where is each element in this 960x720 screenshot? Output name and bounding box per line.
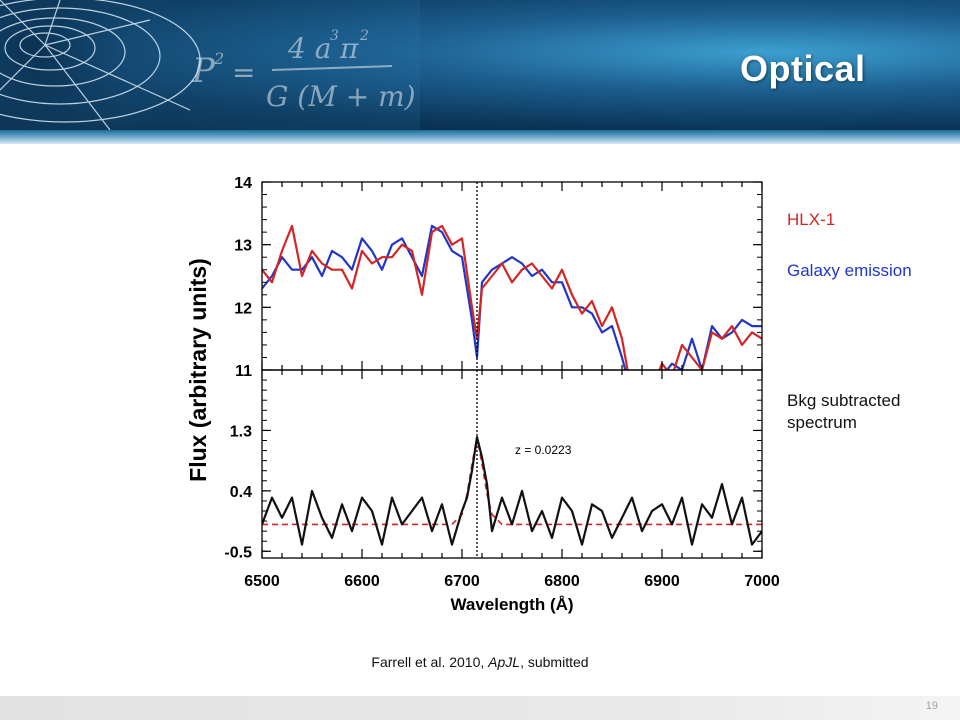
formula-p-exponent: 2	[213, 49, 224, 68]
formula-numerator-exponent: 3	[330, 28, 339, 44]
formula-equals: =	[232, 56, 255, 89]
y-tick-label-top: 14	[234, 175, 252, 192]
x-tick-label: 6900	[644, 573, 680, 590]
citation-journal: ApJL	[488, 654, 521, 670]
slide-title: Optical	[740, 48, 866, 89]
legend-bkg-line2: spectrum	[787, 413, 857, 432]
x-tick-label: 7000	[744, 573, 780, 590]
citation-authors: Farrell et al. 2010,	[371, 654, 489, 670]
page-number: 19	[925, 700, 938, 712]
y-tick-label-bottom: 1.3	[230, 423, 252, 440]
legend-bkg-line1: Bkg subtracted	[787, 391, 901, 410]
redshift-annotation: z = 0.0223	[515, 443, 572, 457]
x-tick-label: 6800	[544, 573, 580, 590]
y-tick-label-bottom: -0.5	[224, 544, 252, 561]
y-axis-label: Flux (arbitrary units)	[185, 258, 211, 482]
spectrum-chart: 6500 6600 6700 6800 6900 7000 11 12 13 14 -0.5 0.4 1…	[185, 175, 780, 614]
formula-denominator: G (M + m)	[266, 80, 416, 113]
legend-hlx-1: HLX-1	[787, 210, 836, 229]
series-hlx-1-line	[262, 224, 762, 370]
top-panel-frame	[261, 181, 763, 371]
citation: Farrell et al. 2010, ApJL, submitted	[0, 654, 960, 670]
formula-pi: π	[339, 32, 359, 65]
series-bkg-subtracted-line	[262, 436, 762, 546]
series-gaussian-fit-line	[262, 436, 762, 526]
formula-p: P	[191, 51, 216, 91]
y-tick-label-top: 13	[234, 238, 252, 255]
spacetime-grid-graphic	[0, 0, 201, 130]
legend-bkg-subtracted: Bkg subtracted spectrum	[787, 390, 957, 434]
y-tick-label-top: 12	[234, 300, 252, 317]
bottom-panel-frame	[261, 369, 763, 559]
banner-divider	[0, 130, 960, 144]
x-tick-label: 6500	[244, 573, 280, 590]
footer-bar	[0, 696, 960, 720]
legend-galaxy-emission: Galaxy emission	[787, 261, 912, 280]
x-axis-label: Wavelength (Å)	[450, 595, 573, 614]
series-galaxy-emission-line	[262, 224, 762, 370]
x-tick-label: 6600	[344, 573, 380, 590]
header-banner: P 2 = 4 a 3 π 2 G (M + m) Optical	[0, 0, 960, 130]
formula-pi-exponent: 2	[359, 28, 369, 44]
x-tick-label: 6700	[444, 573, 480, 590]
y-tick-label-bottom: 0.4	[230, 484, 252, 501]
citation-status: , submitted	[520, 654, 589, 670]
y-tick-label-top: 11	[235, 363, 252, 380]
formula-numerator: 4 a	[287, 32, 331, 65]
kepler-formula-graphic: P 2 = 4 a 3 π 2 G (M + m)	[0, 0, 420, 130]
